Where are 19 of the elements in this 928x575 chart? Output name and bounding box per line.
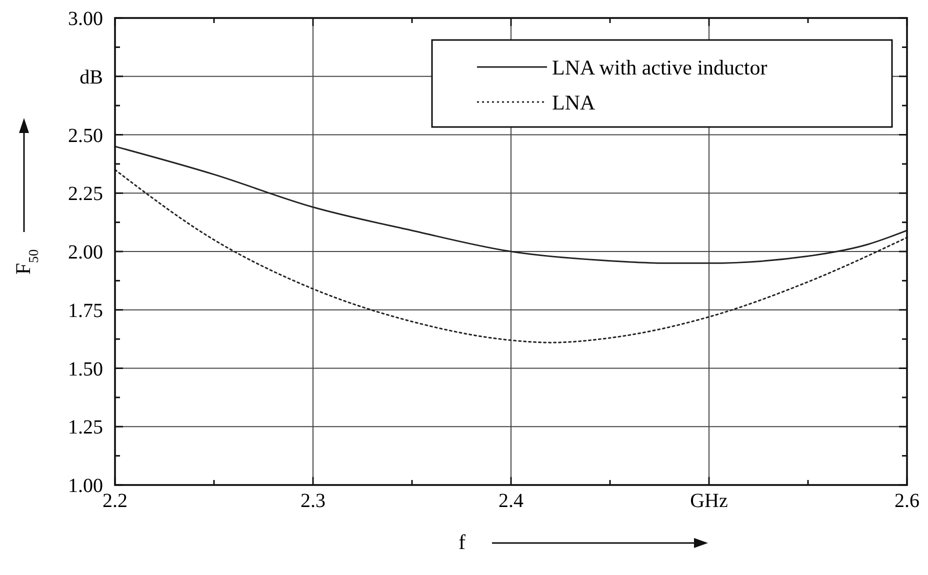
x-tick-label: 2.6 (894, 490, 920, 512)
y-tick-label: 1.50 (68, 358, 103, 380)
x-tick-label: 2.2 (102, 490, 128, 512)
y-tick-label: 1.75 (68, 300, 103, 322)
y-tick-label: 2.00 (68, 242, 103, 264)
y-tick-label: 1.00 (68, 475, 103, 497)
y-tick-label: 2.25 (68, 183, 103, 206)
line-series (114, 146, 908, 264)
x-tick-label: 2.3 (300, 490, 326, 512)
x-axis-title: f (458, 530, 466, 554)
y-tick-label: 1.25 (68, 416, 103, 439)
y-tick-label: 3.00 (68, 8, 103, 30)
line-series (114, 169, 908, 344)
legend-label: LNA (552, 90, 596, 114)
x-tick-label: 2.4 (498, 490, 524, 512)
y-tick-label: 2.50 (68, 124, 103, 147)
legend-label: LNA with active inductor (552, 55, 768, 80)
x-tick-label: GHz (690, 490, 728, 512)
y-tick-label: dB (80, 66, 103, 88)
